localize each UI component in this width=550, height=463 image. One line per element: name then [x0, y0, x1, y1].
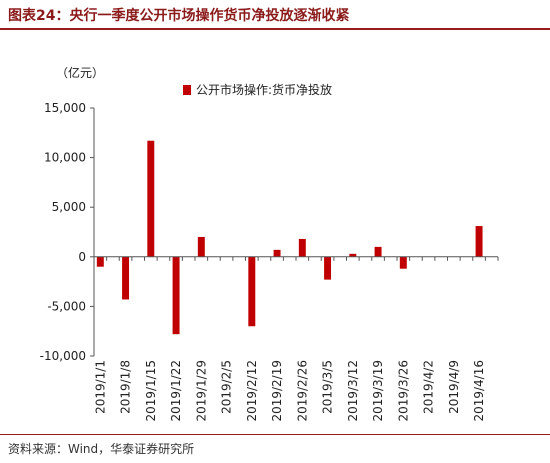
bar — [399, 256, 407, 269]
bar — [298, 238, 306, 257]
x-tick-label: 2019/1/1 — [93, 360, 107, 414]
x-tick-label: 2019/2/26 — [295, 360, 309, 422]
figure-label: 图表24： — [8, 8, 70, 24]
x-tick-label: 2019/2/19 — [270, 360, 284, 422]
y-tick-label: -5,000 — [47, 299, 86, 313]
source-note: 资料来源：Wind，华泰证券研究所 — [8, 442, 195, 456]
figure-header: 图表24：央行一季度公开市场操作货币净投放逐渐收紧 — [0, 0, 550, 30]
x-tick-label: 2019/4/9 — [447, 360, 461, 414]
y-unit-label: （亿元） — [56, 65, 104, 80]
chart-area: （亿元） 公开市场操作:货币净投放 -10,000 -5,000 0 5,000 10,… — [0, 30, 550, 432]
bar — [475, 226, 483, 257]
x-axis: 2019/1/1 2019/1/8 2019/1/15 2019/1/22 2019/1… — [93, 256, 499, 422]
x-tick-label: 2019/3/12 — [346, 360, 360, 422]
bar — [324, 256, 332, 280]
bar-series — [96, 140, 483, 335]
bar — [122, 256, 130, 300]
figure-title-text: 央行一季度公开市场操作货币净投放逐渐收紧 — [69, 8, 350, 24]
chart-legend: 公开市场操作:货币净投放 — [183, 82, 332, 97]
x-tick-label: 2019/1/15 — [144, 360, 158, 422]
title-divider — [0, 28, 550, 30]
legend-label: 公开市场操作:货币净投放 — [196, 82, 332, 97]
y-tick-label: -10,000 — [40, 349, 86, 363]
x-tick-label: 2019/1/22 — [169, 360, 183, 422]
bar — [248, 256, 256, 327]
bar — [273, 249, 281, 257]
y-tick-label: 10,000 — [44, 151, 86, 165]
bar — [147, 140, 155, 257]
y-tick-label: 0 — [78, 250, 86, 264]
x-tick-label: 2019/4/2 — [422, 360, 436, 414]
x-tick-label: 2019/3/5 — [321, 360, 335, 414]
x-tick-label: 2019/4/16 — [472, 360, 486, 422]
bar — [197, 236, 205, 257]
bar — [374, 246, 382, 257]
y-axis: -10,000 -5,000 0 5,000 10,000 15,000 — [40, 101, 95, 363]
y-tick-label: 5,000 — [52, 200, 86, 214]
footer-divider — [0, 434, 550, 435]
x-tick-label: 2019/1/8 — [119, 360, 133, 414]
x-tick-label: 2019/2/5 — [220, 360, 234, 414]
bar — [172, 256, 180, 335]
x-tick-label: 2019/3/19 — [371, 360, 385, 422]
y-tick-label: 15,000 — [44, 101, 86, 115]
bar — [349, 253, 357, 257]
x-tick-label: 2019/1/29 — [194, 360, 208, 422]
bar-chart: （亿元） 公开市场操作:货币净投放 -10,000 -5,000 0 5,000 10,… — [40, 65, 499, 422]
legend-swatch — [183, 85, 191, 95]
x-tick-label: 2019/2/12 — [245, 360, 259, 422]
figure-title: 图表24：央行一季度公开市场操作货币净投放逐渐收紧 — [8, 5, 349, 25]
x-tick-label: 2019/3/26 — [396, 360, 410, 422]
bar — [96, 256, 104, 267]
